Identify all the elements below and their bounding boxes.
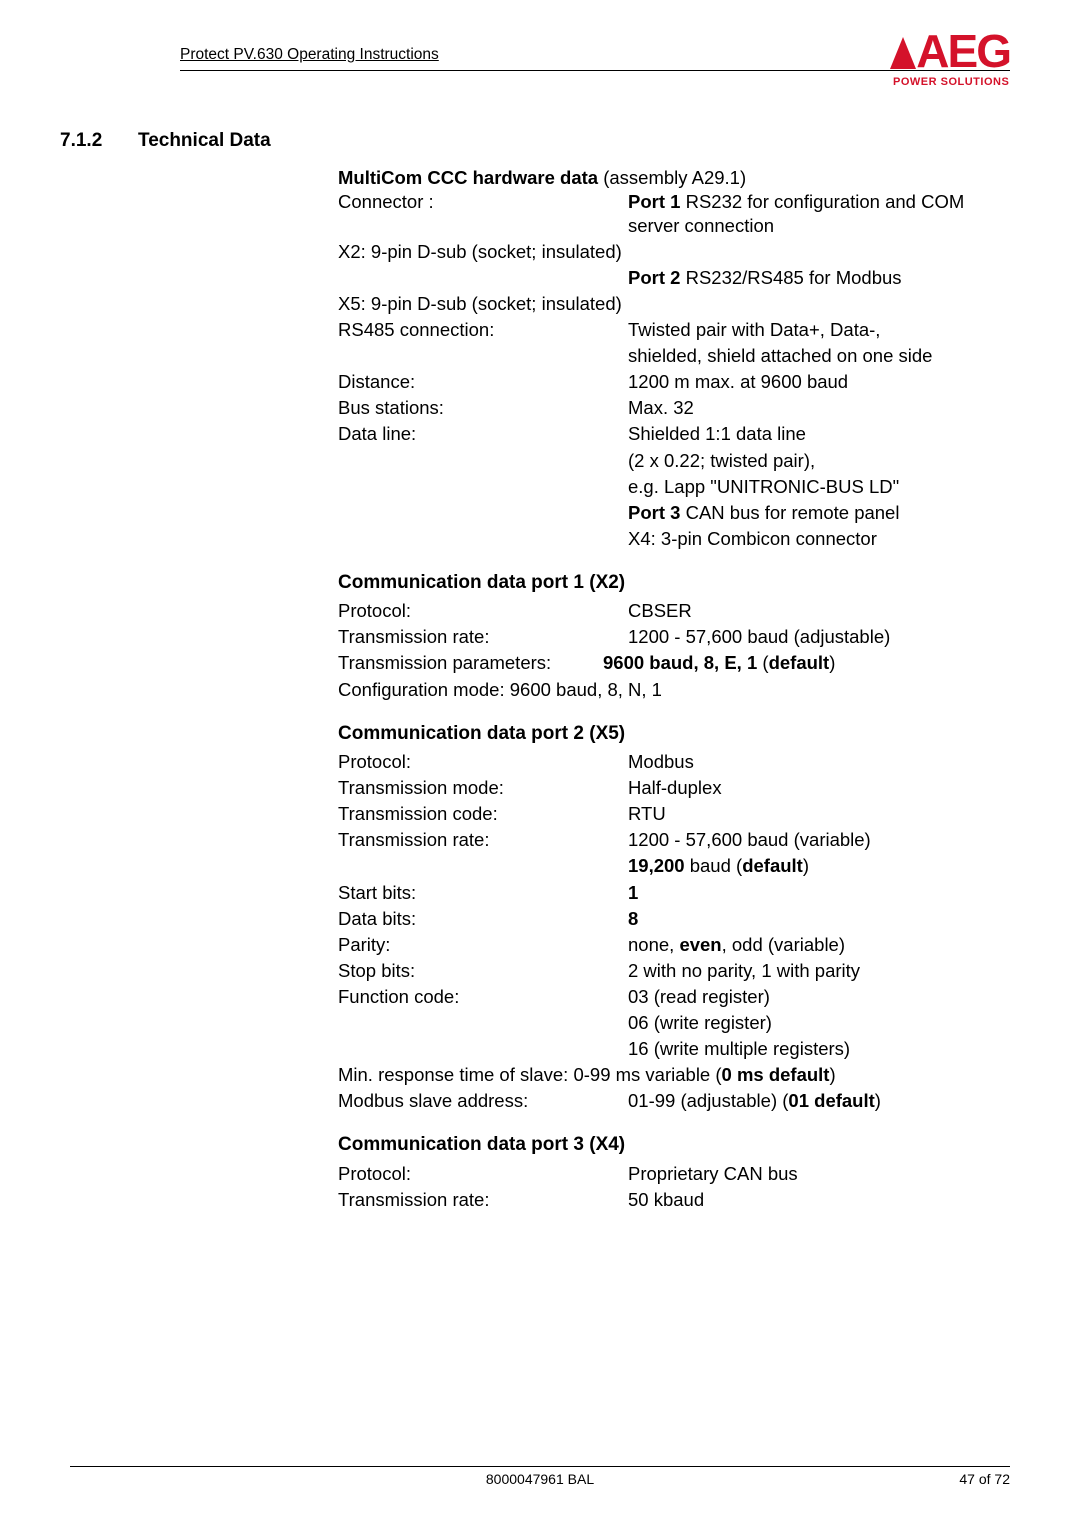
p3-proto-label: Protocol:: [338, 1162, 628, 1186]
bus-value: Max. 32: [628, 396, 978, 420]
p1-cfg: Configuration mode: 9600 baud, 8, N, 1: [338, 678, 662, 702]
p2-mode-label: Transmission mode:: [338, 776, 628, 800]
rs485-label: RS485 connection:: [338, 318, 628, 342]
port2-value: Port 2 RS232/RS485 for Modbus: [628, 266, 978, 290]
dataline-value1: Shielded 1:1 data line: [628, 422, 978, 446]
brand-logo: AEG POWER SOLUTIONS: [892, 24, 1010, 88]
bus-label: Bus stations:: [338, 396, 628, 420]
p1-proto-label: Protocol:: [338, 599, 628, 623]
port1-heading: Communication data port 1 (X2): [338, 571, 978, 596]
p2-proto-label: Protocol:: [338, 750, 628, 774]
p1-proto-value: CBSER: [628, 599, 978, 623]
distance-label: Distance:: [338, 370, 628, 394]
p2-mode-value: Half-duplex: [628, 776, 978, 800]
p2-data-value: 8: [628, 907, 978, 931]
connector-value: Port 1 RS232 for configuration and COM s…: [628, 190, 978, 238]
p2-code-value: RTU: [628, 802, 978, 826]
p2-rate-label: Transmission rate:: [338, 828, 628, 852]
p2-rate-default: 19,200 baud (default): [628, 854, 978, 878]
p2-proto-value: Modbus: [628, 750, 978, 774]
p2-start-value: 1: [628, 881, 978, 905]
p2-parity-value: none, even, odd (variable): [628, 933, 978, 957]
header-title: Protect PV.630 Operating Instructions: [180, 46, 439, 64]
p2-stop-value: 2 with no parity, 1 with parity: [628, 959, 978, 983]
dataline-label: Data line:: [338, 422, 628, 446]
p2-fc-v2: 06 (write register): [628, 1011, 978, 1035]
footer-doc-id: 8000047961 BAL: [486, 1471, 594, 1487]
p2-fc-label: Function code:: [338, 985, 628, 1009]
p2-addr-label: Modbus slave address:: [338, 1089, 628, 1113]
p2-fc-v3: 16 (write multiple registers): [628, 1037, 978, 1061]
p2-code-label: Transmission code:: [338, 802, 628, 826]
p1-param-value: 9600 baud, 8, E, 1 (default): [603, 651, 978, 675]
rs485-value2: shielded, shield attached on one side: [628, 344, 978, 368]
distance-value: 1200 m max. at 9600 baud: [628, 370, 978, 394]
x5-line: X5: 9-pin D-sub (socket; insulated): [338, 292, 622, 316]
p2-min-response: Min. response time of slave: 0-99 ms var…: [338, 1063, 836, 1087]
port3-heading: Communication data port 3 (X4): [338, 1133, 978, 1158]
p1-param-label: Transmission parameters:: [338, 651, 603, 675]
logo-subtitle: POWER SOLUTIONS: [892, 76, 1010, 88]
port3-value: Port 3 CAN bus for remote panel: [628, 501, 978, 525]
content-body: MultiCom CCC hardware data (assembly A29…: [338, 166, 978, 1214]
port2-heading: Communication data port 2 (X5): [338, 722, 978, 747]
section-number: 7.1.2: [60, 130, 102, 152]
p3-rate-value: 50 kbaud: [628, 1188, 978, 1212]
dataline-value3: e.g. Lapp "UNITRONIC-BUS LD": [628, 475, 978, 499]
p3-rate-label: Transmission rate:: [338, 1188, 628, 1212]
dataline-value2: (2 x 0.22; twisted pair),: [628, 449, 978, 473]
p2-start-label: Start bits:: [338, 881, 628, 905]
rs485-value: Twisted pair with Data+, Data-,: [628, 318, 978, 342]
p2-addr-value: 01-99 (adjustable) (01 default): [628, 1089, 978, 1113]
p2-data-label: Data bits:: [338, 907, 628, 931]
p1-rate-label: Transmission rate:: [338, 625, 628, 649]
p2-rate-value: 1200 - 57,600 baud (variable): [628, 828, 978, 852]
x4-line: X4: 3-pin Combicon connector: [628, 527, 978, 551]
section-title: Technical Data: [138, 130, 271, 152]
footer-page: 47 of 72: [959, 1471, 1010, 1487]
x2-line: X2: 9-pin D-sub (socket; insulated): [338, 240, 622, 264]
connector-label: Connector :: [338, 190, 628, 238]
logo-triangle-icon: [890, 37, 916, 69]
p2-parity-label: Parity:: [338, 933, 628, 957]
p3-proto-value: Proprietary CAN bus: [628, 1162, 978, 1186]
hw-heading: MultiCom CCC hardware data (assembly A29…: [338, 166, 978, 190]
p1-rate-value: 1200 - 57,600 baud (adjustable): [628, 625, 978, 649]
p2-fc-v1: 03 (read register): [628, 985, 978, 1009]
p2-stop-label: Stop bits:: [338, 959, 628, 983]
footer: 8000047961 BAL 47 of 72: [70, 1466, 1010, 1487]
